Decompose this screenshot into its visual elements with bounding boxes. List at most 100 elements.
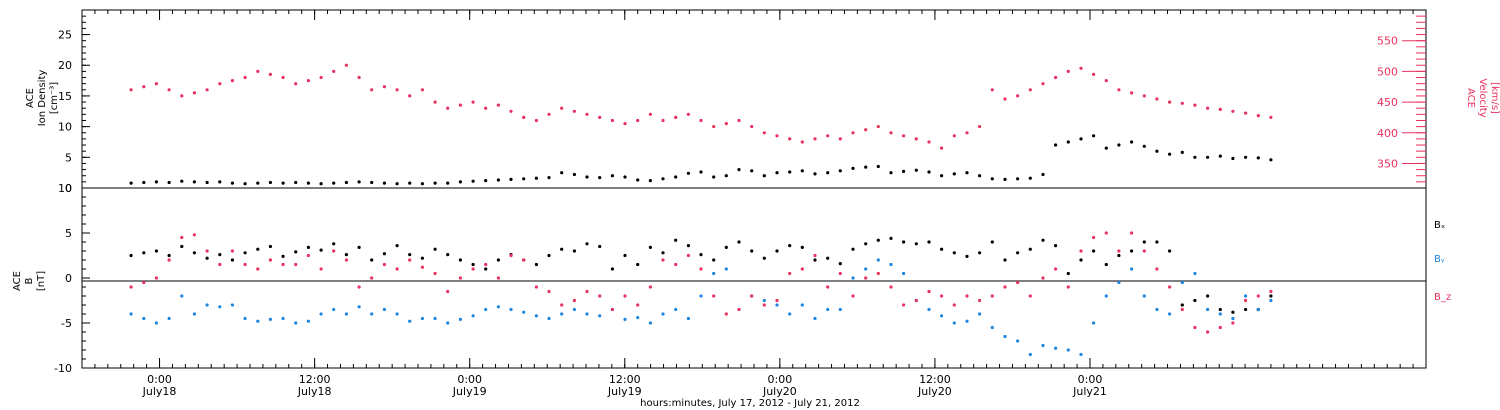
density-point xyxy=(1231,156,1235,161)
bx-point xyxy=(902,240,906,244)
bx-point xyxy=(851,247,855,251)
velocity-point xyxy=(851,131,855,135)
x-tick-date-label: July21 xyxy=(1072,385,1107,398)
bz-point xyxy=(1003,285,1007,289)
bx-point xyxy=(940,247,944,251)
bz-point xyxy=(699,267,703,271)
bx-point xyxy=(1180,303,1184,307)
bz-point xyxy=(813,253,817,258)
bz-point xyxy=(572,298,577,303)
bx-point xyxy=(243,251,247,255)
velocity-point xyxy=(446,106,450,110)
bz-point xyxy=(914,298,918,303)
by-point xyxy=(332,307,336,312)
density-point xyxy=(572,172,577,177)
bx-point xyxy=(1130,249,1134,253)
velocity-point xyxy=(838,137,842,141)
density-point xyxy=(484,179,488,183)
bx-point xyxy=(395,244,399,248)
by-point xyxy=(762,298,766,303)
density-point xyxy=(598,176,602,180)
bx-point xyxy=(167,253,171,258)
bx-point xyxy=(598,244,602,249)
density-point xyxy=(762,174,766,178)
by-point xyxy=(598,314,602,318)
bx-point xyxy=(1231,310,1235,314)
bx-point xyxy=(712,258,716,262)
density-point xyxy=(1054,143,1058,147)
by-point xyxy=(129,312,133,316)
bz-point xyxy=(1180,307,1184,312)
bz-point xyxy=(724,312,728,316)
by-point xyxy=(281,316,285,321)
bz-point xyxy=(851,294,855,298)
bx-point xyxy=(750,249,754,253)
x-tick-time-label: 12:00 xyxy=(299,373,331,386)
density-point xyxy=(547,176,551,180)
velocity-point xyxy=(914,137,918,141)
velocity-point xyxy=(826,134,830,138)
by-point xyxy=(243,316,247,321)
density-point xyxy=(192,180,196,184)
bz-point xyxy=(838,271,842,276)
velocity-point xyxy=(1193,103,1197,107)
by-point xyxy=(547,316,551,321)
velocity-point xyxy=(902,134,906,138)
velocity-point xyxy=(1054,75,1058,80)
bz-point xyxy=(256,267,260,271)
bz-point xyxy=(357,285,361,289)
density-point xyxy=(674,175,678,179)
bz-point xyxy=(598,294,602,298)
bottom-left-axis-label-line1: ACE xyxy=(12,271,23,291)
by-point xyxy=(395,312,399,316)
bx-point xyxy=(572,249,577,253)
velocity-point xyxy=(420,88,424,92)
data-points xyxy=(129,63,1273,357)
bx-point xyxy=(674,238,678,242)
bx-point xyxy=(927,240,931,244)
velocity-point xyxy=(167,88,171,92)
bz-point xyxy=(306,253,310,258)
bx-point xyxy=(294,250,298,254)
bz-point xyxy=(826,285,830,289)
velocity-point xyxy=(484,106,488,110)
bx-point xyxy=(864,242,868,246)
velocity-point xyxy=(585,112,589,116)
velocity-point xyxy=(636,118,640,123)
bz-point xyxy=(154,276,158,280)
bz-point xyxy=(1142,249,1146,253)
by-point xyxy=(382,307,386,312)
bz-point xyxy=(750,294,754,298)
by-point xyxy=(1168,312,1172,316)
density-point xyxy=(154,180,158,184)
velocity-point xyxy=(256,69,260,73)
bx-point xyxy=(636,262,640,267)
bx-point xyxy=(281,254,285,258)
bz-point xyxy=(560,303,564,307)
density-point xyxy=(610,174,615,178)
density-point xyxy=(1041,172,1045,177)
x-tick-time-label: 0:00 xyxy=(1078,373,1103,386)
velocity-point xyxy=(332,69,336,73)
density-point xyxy=(205,180,209,185)
by-point xyxy=(623,317,627,321)
bx-point xyxy=(306,245,310,249)
by-point xyxy=(699,294,703,298)
velocity-point xyxy=(1142,94,1146,98)
velocity-point xyxy=(509,109,513,113)
velocity-point xyxy=(952,134,956,138)
density-point xyxy=(775,171,779,175)
bx-point xyxy=(1003,258,1007,262)
by-point xyxy=(534,314,539,318)
by-point xyxy=(1142,294,1146,298)
bx-point xyxy=(623,253,627,258)
by-point xyxy=(1244,294,1248,298)
velocity-point xyxy=(788,137,792,141)
by-point xyxy=(1130,267,1134,271)
density-point xyxy=(940,174,944,178)
bx-point xyxy=(534,262,539,267)
bx-point xyxy=(370,258,374,262)
x-tick-date-label: July19 xyxy=(607,385,642,398)
bz-point xyxy=(686,253,691,258)
by-point xyxy=(205,303,209,307)
